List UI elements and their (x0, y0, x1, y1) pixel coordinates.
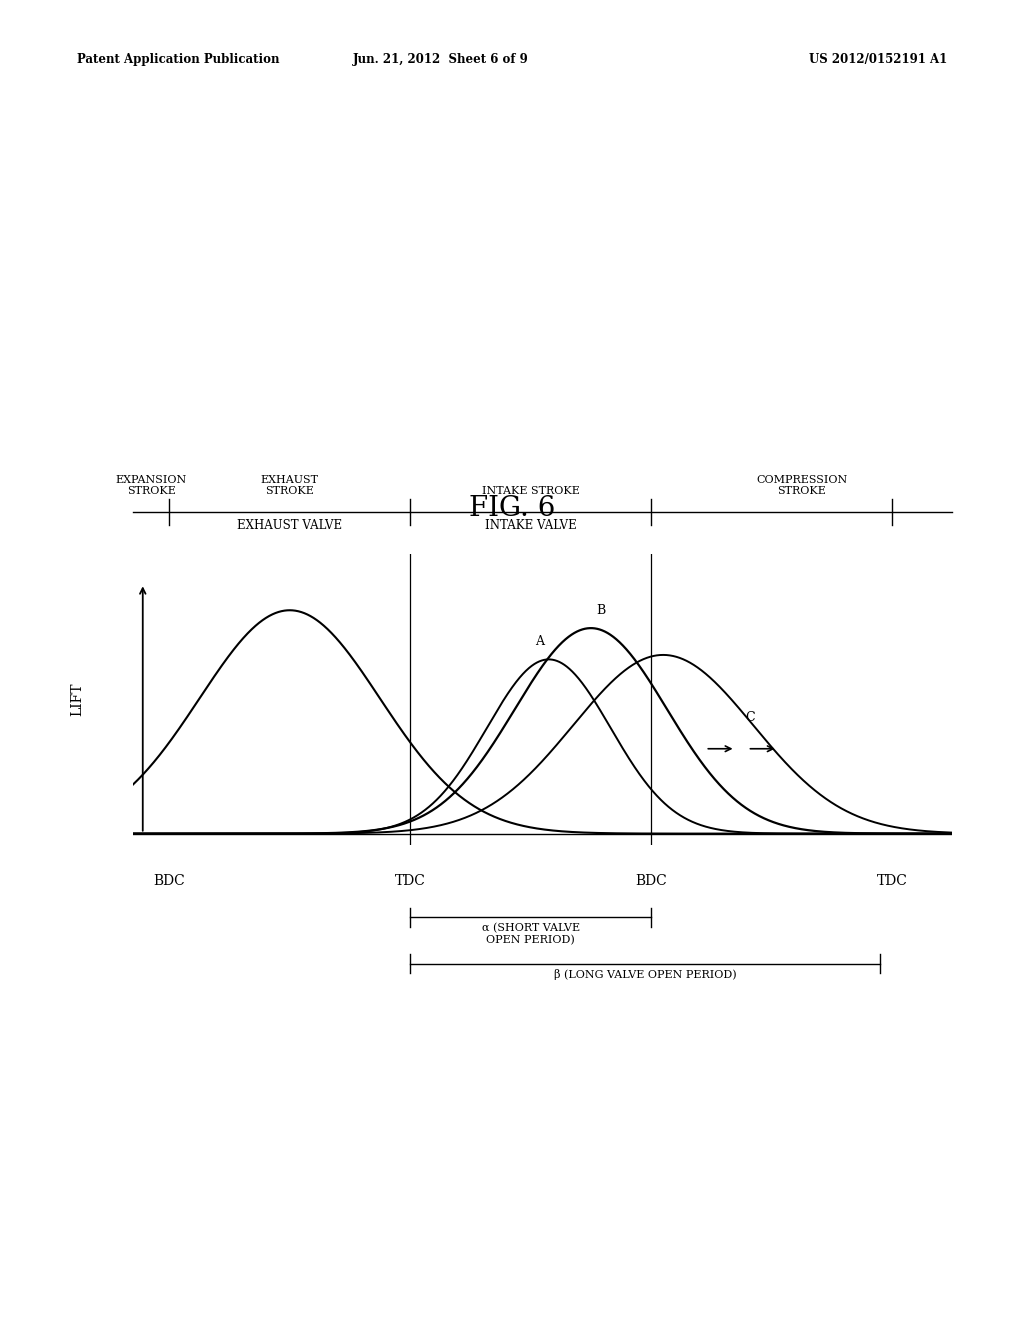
Text: US 2012/0152191 A1: US 2012/0152191 A1 (809, 53, 947, 66)
Text: C: C (745, 711, 755, 723)
Text: BDC: BDC (635, 874, 667, 888)
Text: BDC: BDC (154, 874, 185, 888)
Text: INTAKE STROKE: INTAKE STROKE (481, 486, 580, 496)
Text: Patent Application Publication: Patent Application Publication (77, 53, 280, 66)
Text: LIFT: LIFT (70, 682, 84, 717)
Text: EXPANSION
STROKE: EXPANSION STROKE (116, 475, 186, 496)
Text: β (LONG VALVE OPEN PERIOD): β (LONG VALVE OPEN PERIOD) (554, 969, 736, 979)
Text: A: A (535, 635, 544, 648)
Text: INTAKE VALVE: INTAKE VALVE (484, 519, 577, 532)
Text: α (SHORT VALVE
OPEN PERIOD): α (SHORT VALVE OPEN PERIOD) (481, 923, 580, 945)
Text: TDC: TDC (395, 874, 426, 888)
Text: EXHAUST
STROKE: EXHAUST STROKE (261, 475, 318, 496)
Text: B: B (596, 605, 605, 616)
Text: COMPRESSION
STROKE: COMPRESSION STROKE (756, 475, 847, 496)
Text: FIG. 6: FIG. 6 (469, 495, 555, 521)
Text: TDC: TDC (877, 874, 907, 888)
Text: Jun. 21, 2012  Sheet 6 of 9: Jun. 21, 2012 Sheet 6 of 9 (352, 53, 528, 66)
Text: EXHAUST VALVE: EXHAUST VALVE (238, 519, 342, 532)
